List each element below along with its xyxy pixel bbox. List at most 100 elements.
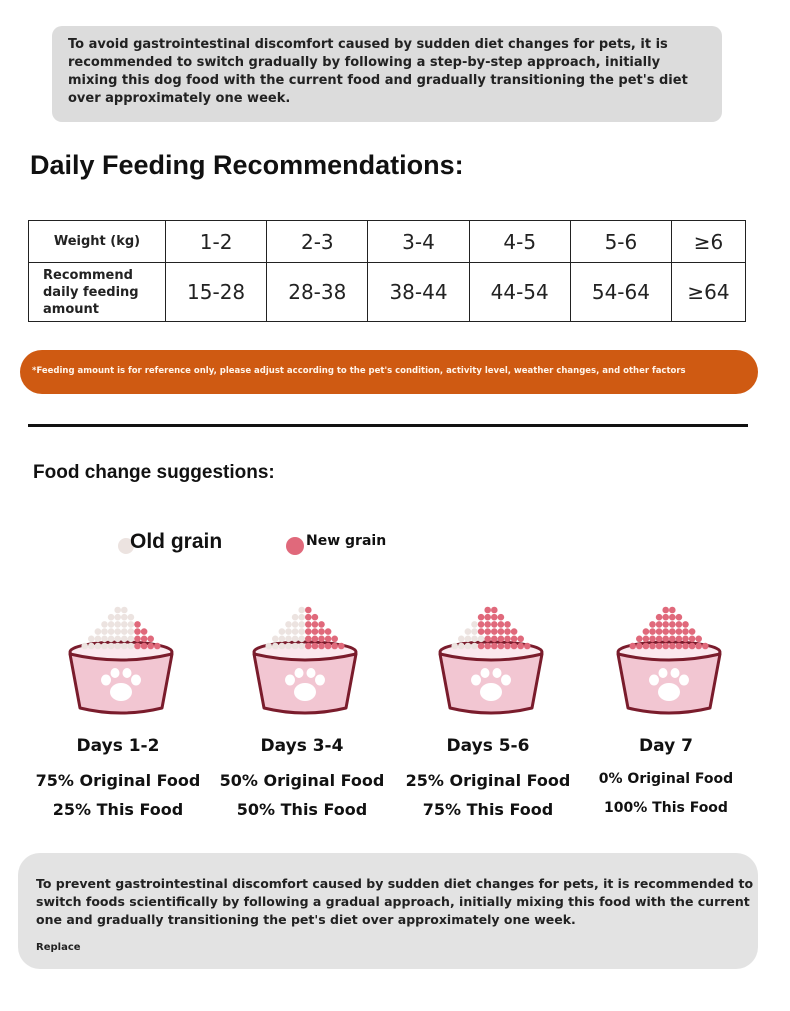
- new-kibble: [649, 628, 656, 635]
- old-grain-dot-icon: [118, 538, 134, 554]
- bowl-icon: [438, 606, 544, 715]
- new-kibble: [484, 642, 491, 650]
- new-kibble: [669, 606, 676, 614]
- new-kibble: [655, 642, 663, 650]
- new-kibble: [477, 628, 485, 635]
- new-kibble: [311, 613, 319, 621]
- disclaimer-text: *Feeding amount is for reference only, p…: [32, 366, 686, 376]
- new-kibble: [134, 628, 141, 635]
- new-kibble: [682, 642, 689, 650]
- old-kibble: [121, 628, 128, 635]
- new-kibble: [662, 635, 669, 643]
- old-kibble: [121, 606, 128, 614]
- paw-print-icon: [110, 683, 132, 701]
- new-kibble: [477, 621, 485, 628]
- amount-cell: ≥64: [671, 262, 746, 322]
- new-kibble: [504, 635, 511, 643]
- new-kibble: [491, 628, 498, 635]
- new-kibble: [636, 635, 643, 643]
- new-kibble: [669, 628, 676, 635]
- stage-day-label: Days 5-6: [446, 736, 530, 756]
- weight-cell: 3-4: [367, 220, 470, 263]
- new-kibble: [305, 635, 312, 643]
- old-kibble: [451, 642, 458, 650]
- bottom-note-box: To prevent gastrointestinal discomfort c…: [18, 853, 758, 969]
- new-grain-dot-icon: [286, 537, 304, 555]
- new-kibble: [497, 635, 505, 643]
- new-kibble: [484, 613, 491, 621]
- legend-old-label: Old grain: [130, 530, 223, 553]
- bowl-icon: [252, 606, 358, 715]
- intro-note-box: To avoid gastrointestinal discomfort cau…: [52, 26, 722, 122]
- stage-day-7: Day 7 0% Original Food 100% This Food: [576, 600, 756, 830]
- intro-note-text: To avoid gastrointestinal discomfort cau…: [68, 37, 688, 106]
- new-kibble: [318, 621, 325, 628]
- stage-original-food: 25% Original Food: [405, 771, 571, 790]
- new-kibble: [491, 606, 498, 614]
- new-kibble: [140, 635, 148, 643]
- new-kibble: [655, 635, 663, 643]
- new-kibble: [134, 642, 141, 650]
- old-kibble: [285, 642, 292, 650]
- weight-label: Weight (kg): [28, 220, 166, 263]
- stage-this-food: 25% This Food: [52, 800, 184, 819]
- new-kibble: [669, 642, 676, 650]
- new-kibble: [682, 635, 689, 643]
- old-kibble: [114, 628, 121, 635]
- old-kibble: [298, 628, 305, 635]
- stage-days-3-4: Days 3-4 50% Original Food 50% This Food: [212, 600, 392, 830]
- amount-cell: 54-64: [569, 262, 673, 322]
- stage-original-food: 0% Original Food: [598, 771, 734, 787]
- old-kibble: [291, 621, 299, 628]
- old-kibble: [458, 635, 465, 643]
- paw-print-icon: [294, 683, 316, 701]
- old-kibble: [121, 642, 128, 650]
- old-kibble: [94, 642, 102, 650]
- new-kibble: [669, 621, 676, 628]
- stage-day-label: Day 7: [639, 736, 693, 756]
- new-kibble: [318, 635, 325, 643]
- old-kibble: [272, 642, 279, 650]
- new-kibble: [497, 642, 505, 650]
- new-kibble: [491, 621, 498, 628]
- old-kibble: [464, 642, 472, 650]
- old-kibble: [265, 642, 272, 650]
- new-kibble: [484, 628, 491, 635]
- new-kibble: [688, 635, 696, 643]
- new-kibble: [324, 628, 332, 635]
- new-kibble: [504, 628, 511, 635]
- amount-label: Recommend daily feeding amount: [28, 262, 166, 322]
- new-kibble: [311, 635, 319, 643]
- old-kibble: [291, 613, 299, 621]
- old-kibble: [107, 635, 115, 643]
- old-kibble: [88, 642, 95, 650]
- old-kibble: [107, 642, 115, 650]
- new-kibble: [675, 628, 683, 635]
- new-kibble: [311, 621, 319, 628]
- old-kibble: [121, 613, 128, 621]
- old-kibble: [278, 635, 286, 643]
- old-kibble: [291, 642, 299, 650]
- new-kibble: [484, 606, 491, 614]
- paw-print-icon: [315, 674, 325, 686]
- paw-print-icon: [658, 683, 680, 701]
- new-kibble: [147, 635, 154, 643]
- new-kibble: [134, 635, 141, 643]
- new-kibble: [497, 621, 505, 628]
- old-kibble: [81, 642, 88, 650]
- new-kibble: [338, 642, 345, 650]
- old-kibble: [101, 628, 108, 635]
- new-kibble: [497, 628, 505, 635]
- new-kibble: [477, 642, 485, 650]
- paw-print-icon: [670, 668, 680, 678]
- old-kibble: [272, 635, 279, 643]
- old-kibble: [114, 606, 121, 614]
- paw-print-icon: [110, 668, 120, 678]
- new-kibble: [702, 642, 709, 650]
- paw-print-icon: [679, 674, 689, 686]
- new-kibble: [649, 642, 656, 650]
- new-kibble: [636, 642, 643, 650]
- old-kibble: [114, 642, 121, 650]
- old-kibble: [127, 642, 135, 650]
- old-kibble: [298, 613, 305, 621]
